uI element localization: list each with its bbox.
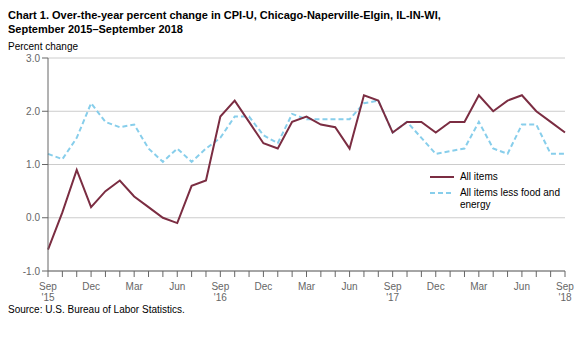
svg-text:-1.0: -1.0 (23, 266, 41, 277)
svg-text:Mar: Mar (126, 281, 144, 292)
svg-text:Jun: Jun (169, 281, 185, 292)
html-text:All items: All items (459, 171, 498, 182)
svg-text:Sep'15: Sep'15 (39, 281, 57, 303)
svg-text:2.0: 2.0 (26, 106, 40, 117)
svg-text:3.0: 3.0 (26, 53, 40, 64)
svg-text:Dec: Dec (427, 281, 445, 292)
svg-text:Sep'17: Sep'17 (384, 281, 402, 303)
svg-text:Sep'16: Sep'16 (211, 281, 229, 303)
svg-text:Mar: Mar (470, 281, 488, 292)
html-text:Chart 1. Over-the-year percent: Chart 1. Over-the-year percent change in… (8, 9, 441, 35)
svg-text:0.0: 0.0 (26, 212, 40, 223)
html-text:All items less food and energy: All items less food and energy (459, 187, 560, 210)
html-text:Source: U.S. Bureau of Labor S: Source: U.S. Bureau of Labor Statistics. (8, 304, 185, 315)
html-text:Percent change: Percent change (8, 41, 79, 52)
svg-text:1.0: 1.0 (26, 159, 40, 170)
svg-text:Sep'18: Sep'18 (556, 281, 574, 303)
svg-text:Mar: Mar (298, 281, 316, 292)
svg-text:Jun: Jun (514, 281, 530, 292)
svg-text:Jun: Jun (342, 281, 358, 292)
svg-text:Dec: Dec (82, 281, 100, 292)
svg-text:Dec: Dec (255, 281, 273, 292)
